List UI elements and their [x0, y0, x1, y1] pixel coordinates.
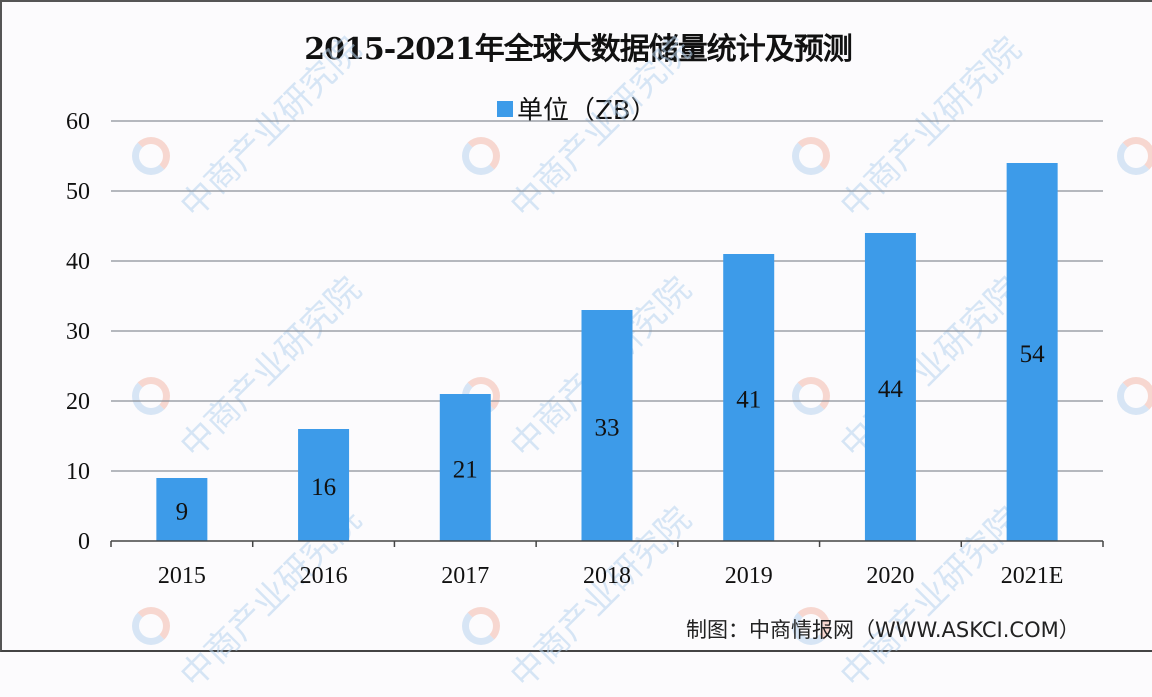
y-tick-label: 30	[66, 319, 90, 345]
y-axis-ticks: 0 10 20 30 40 50 60	[66, 109, 90, 555]
bars: 9 16 21 33 41 44 54	[156, 163, 1058, 541]
bar-2018	[581, 310, 633, 541]
y-tick-label: 40	[66, 249, 90, 275]
bar-2019	[723, 254, 775, 541]
bar-2015	[156, 478, 208, 541]
bar-value-label: 16	[311, 474, 336, 501]
y-tick-label: 50	[66, 179, 90, 205]
bar-value-label: 41	[736, 387, 761, 414]
x-tick-label: 2019	[725, 563, 773, 589]
bar-2016	[298, 429, 350, 541]
y-tick-label: 60	[66, 109, 90, 135]
x-tick-label: 2016	[300, 563, 348, 589]
bar-value-label: 33	[595, 415, 620, 442]
x-tick-label: 2020	[866, 563, 914, 589]
x-tick-label: 2017	[441, 563, 489, 589]
chart-title: 2015-2021年全球大数据储量统计及预测	[304, 32, 852, 67]
bar-2017	[439, 394, 491, 541]
bar-value-label: 54	[1020, 341, 1046, 368]
x-axis: 2015 2016 2017 2018 2019 2020 2021E	[110, 540, 1104, 589]
y-tick-label: 20	[66, 389, 90, 415]
bar-value-label: 21	[453, 457, 478, 484]
bar-2021E	[1006, 163, 1058, 541]
bar-chart: 0 10 20 30 40 50 60 9 16 21 33 41 44 54 2015 2016 2017…	[66, 109, 1104, 589]
x-tick-label: 2021E	[1001, 563, 1064, 589]
legend-swatch	[497, 100, 513, 117]
bar-value-label: 44	[878, 376, 904, 403]
source-credit: 制图：中商情报网（WWW.ASKCI.COM）	[686, 618, 1080, 642]
y-tick-label: 10	[66, 459, 90, 485]
bar-value-label: 9	[176, 499, 189, 526]
x-tick-label: 2015	[158, 563, 206, 589]
x-tick-label: 2018	[583, 563, 631, 589]
bar-2020	[864, 233, 916, 541]
y-tick-label: 0	[78, 529, 90, 555]
